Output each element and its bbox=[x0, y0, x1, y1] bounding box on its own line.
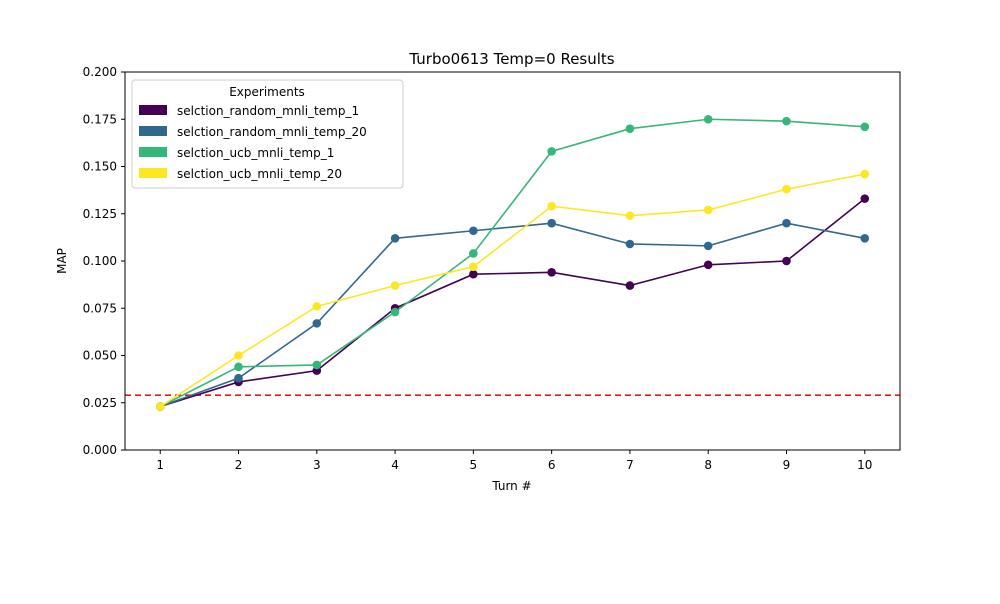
x-tick-label: 4 bbox=[391, 458, 399, 472]
data-point-s1-x6 bbox=[547, 268, 556, 277]
x-tick-label: 1 bbox=[156, 458, 164, 472]
x-axis-label: Turn # bbox=[491, 479, 531, 493]
data-point-s4-x7 bbox=[625, 211, 635, 220]
series-line-1 bbox=[159, 198, 866, 408]
y-tick-label: 0.200 bbox=[83, 65, 117, 79]
data-point-s3-x4 bbox=[390, 307, 400, 317]
x-tick-label: 7 bbox=[626, 458, 634, 472]
chart-title: Turbo0613 Temp=0 Results bbox=[408, 50, 614, 68]
legend-label-1: selction_random_mnli_temp_1 bbox=[177, 104, 359, 118]
x-tick-label: 2 bbox=[235, 458, 243, 472]
y-axis-label: MAP bbox=[55, 248, 69, 274]
data-point-s2-x7 bbox=[625, 239, 635, 249]
y-tick-label: 0.175 bbox=[83, 112, 117, 126]
series-line-3 bbox=[159, 118, 865, 408]
y-tick-label: 0.075 bbox=[83, 301, 117, 315]
series-line-4 bbox=[159, 173, 865, 408]
x-tick-label: 10 bbox=[857, 458, 872, 472]
y-tick-label: 0.150 bbox=[83, 160, 117, 174]
data-point-s2-x8 bbox=[703, 241, 713, 251]
data-point-s3-x8 bbox=[703, 114, 713, 124]
data-point-s1-x10 bbox=[860, 194, 870, 203]
data-point-s3-x2 bbox=[234, 362, 243, 372]
legend-title: Experiments bbox=[229, 85, 305, 99]
data-point-s4-x6 bbox=[547, 201, 556, 211]
data-point-s1-x8 bbox=[703, 260, 713, 270]
data-point-s4-x4 bbox=[390, 281, 400, 290]
x-tick-label: 3 bbox=[313, 458, 321, 472]
legend-swatch-1 bbox=[139, 105, 167, 115]
x-tick-label: 9 bbox=[783, 458, 791, 472]
y-tick-label: 0.125 bbox=[83, 207, 117, 221]
data-point-s2-x5 bbox=[469, 226, 478, 236]
data-point-s2-x10 bbox=[860, 234, 870, 243]
plot-area bbox=[125, 114, 900, 411]
data-point-s3-x10 bbox=[860, 122, 870, 132]
data-point-s4-x10 bbox=[860, 169, 870, 179]
data-point-s2-x9 bbox=[782, 218, 791, 228]
data-point-s3-x7 bbox=[625, 124, 635, 133]
data-point-s4-x9 bbox=[782, 184, 791, 194]
data-point-s2-x3 bbox=[312, 319, 322, 328]
legend-swatch-2 bbox=[139, 126, 167, 136]
y-tick-label: 0.100 bbox=[83, 254, 117, 268]
data-point-s4-x3 bbox=[312, 302, 322, 311]
data-point-s4-x5 bbox=[469, 262, 478, 271]
data-point-s1-x9 bbox=[782, 256, 791, 266]
x-tick-label: 8 bbox=[704, 458, 712, 472]
y-tick-label: 0.025 bbox=[83, 396, 117, 410]
data-point-s2-x4 bbox=[390, 234, 400, 243]
legend-label-3: selction_ucb_mnli_temp_1 bbox=[177, 146, 334, 160]
x-tick-label: 5 bbox=[470, 458, 478, 472]
data-point-s3-x3 bbox=[312, 360, 322, 370]
legend-swatch-4 bbox=[139, 168, 167, 178]
data-point-s3-x5 bbox=[469, 249, 478, 258]
data-point-s1-x5 bbox=[469, 269, 478, 279]
legend-label-4: selction_ucb_mnli_temp_20 bbox=[177, 167, 342, 181]
legend-box bbox=[131, 79, 404, 189]
series-line-2 bbox=[159, 222, 865, 408]
axes: 1 2 3 4 5 6 7 8 9 10 0.000 0.025 0.050 0.075 0.100 0.12… bbox=[83, 65, 873, 472]
data-point-s3-x9 bbox=[782, 116, 791, 126]
data-point-s2-x6 bbox=[547, 218, 556, 228]
data-point-s4-x1 bbox=[155, 402, 165, 411]
x-tick-label: 6 bbox=[548, 458, 556, 472]
y-tick-label: 0.000 bbox=[83, 443, 117, 457]
legend-label-2: selction_random_mnli_temp_20 bbox=[177, 125, 367, 139]
data-point-s1-x7 bbox=[625, 281, 635, 290]
data-point-s4-x8 bbox=[703, 205, 713, 215]
data-point-s4-x2 bbox=[234, 351, 243, 360]
legend-swatch-3 bbox=[139, 147, 167, 157]
data-point-s3-x6 bbox=[547, 147, 556, 156]
legend: Experiments selction_random_mnli_temp_1s… bbox=[131, 79, 404, 189]
data-point-s2-x2 bbox=[234, 373, 243, 383]
y-tick-label: 0.050 bbox=[83, 349, 117, 363]
